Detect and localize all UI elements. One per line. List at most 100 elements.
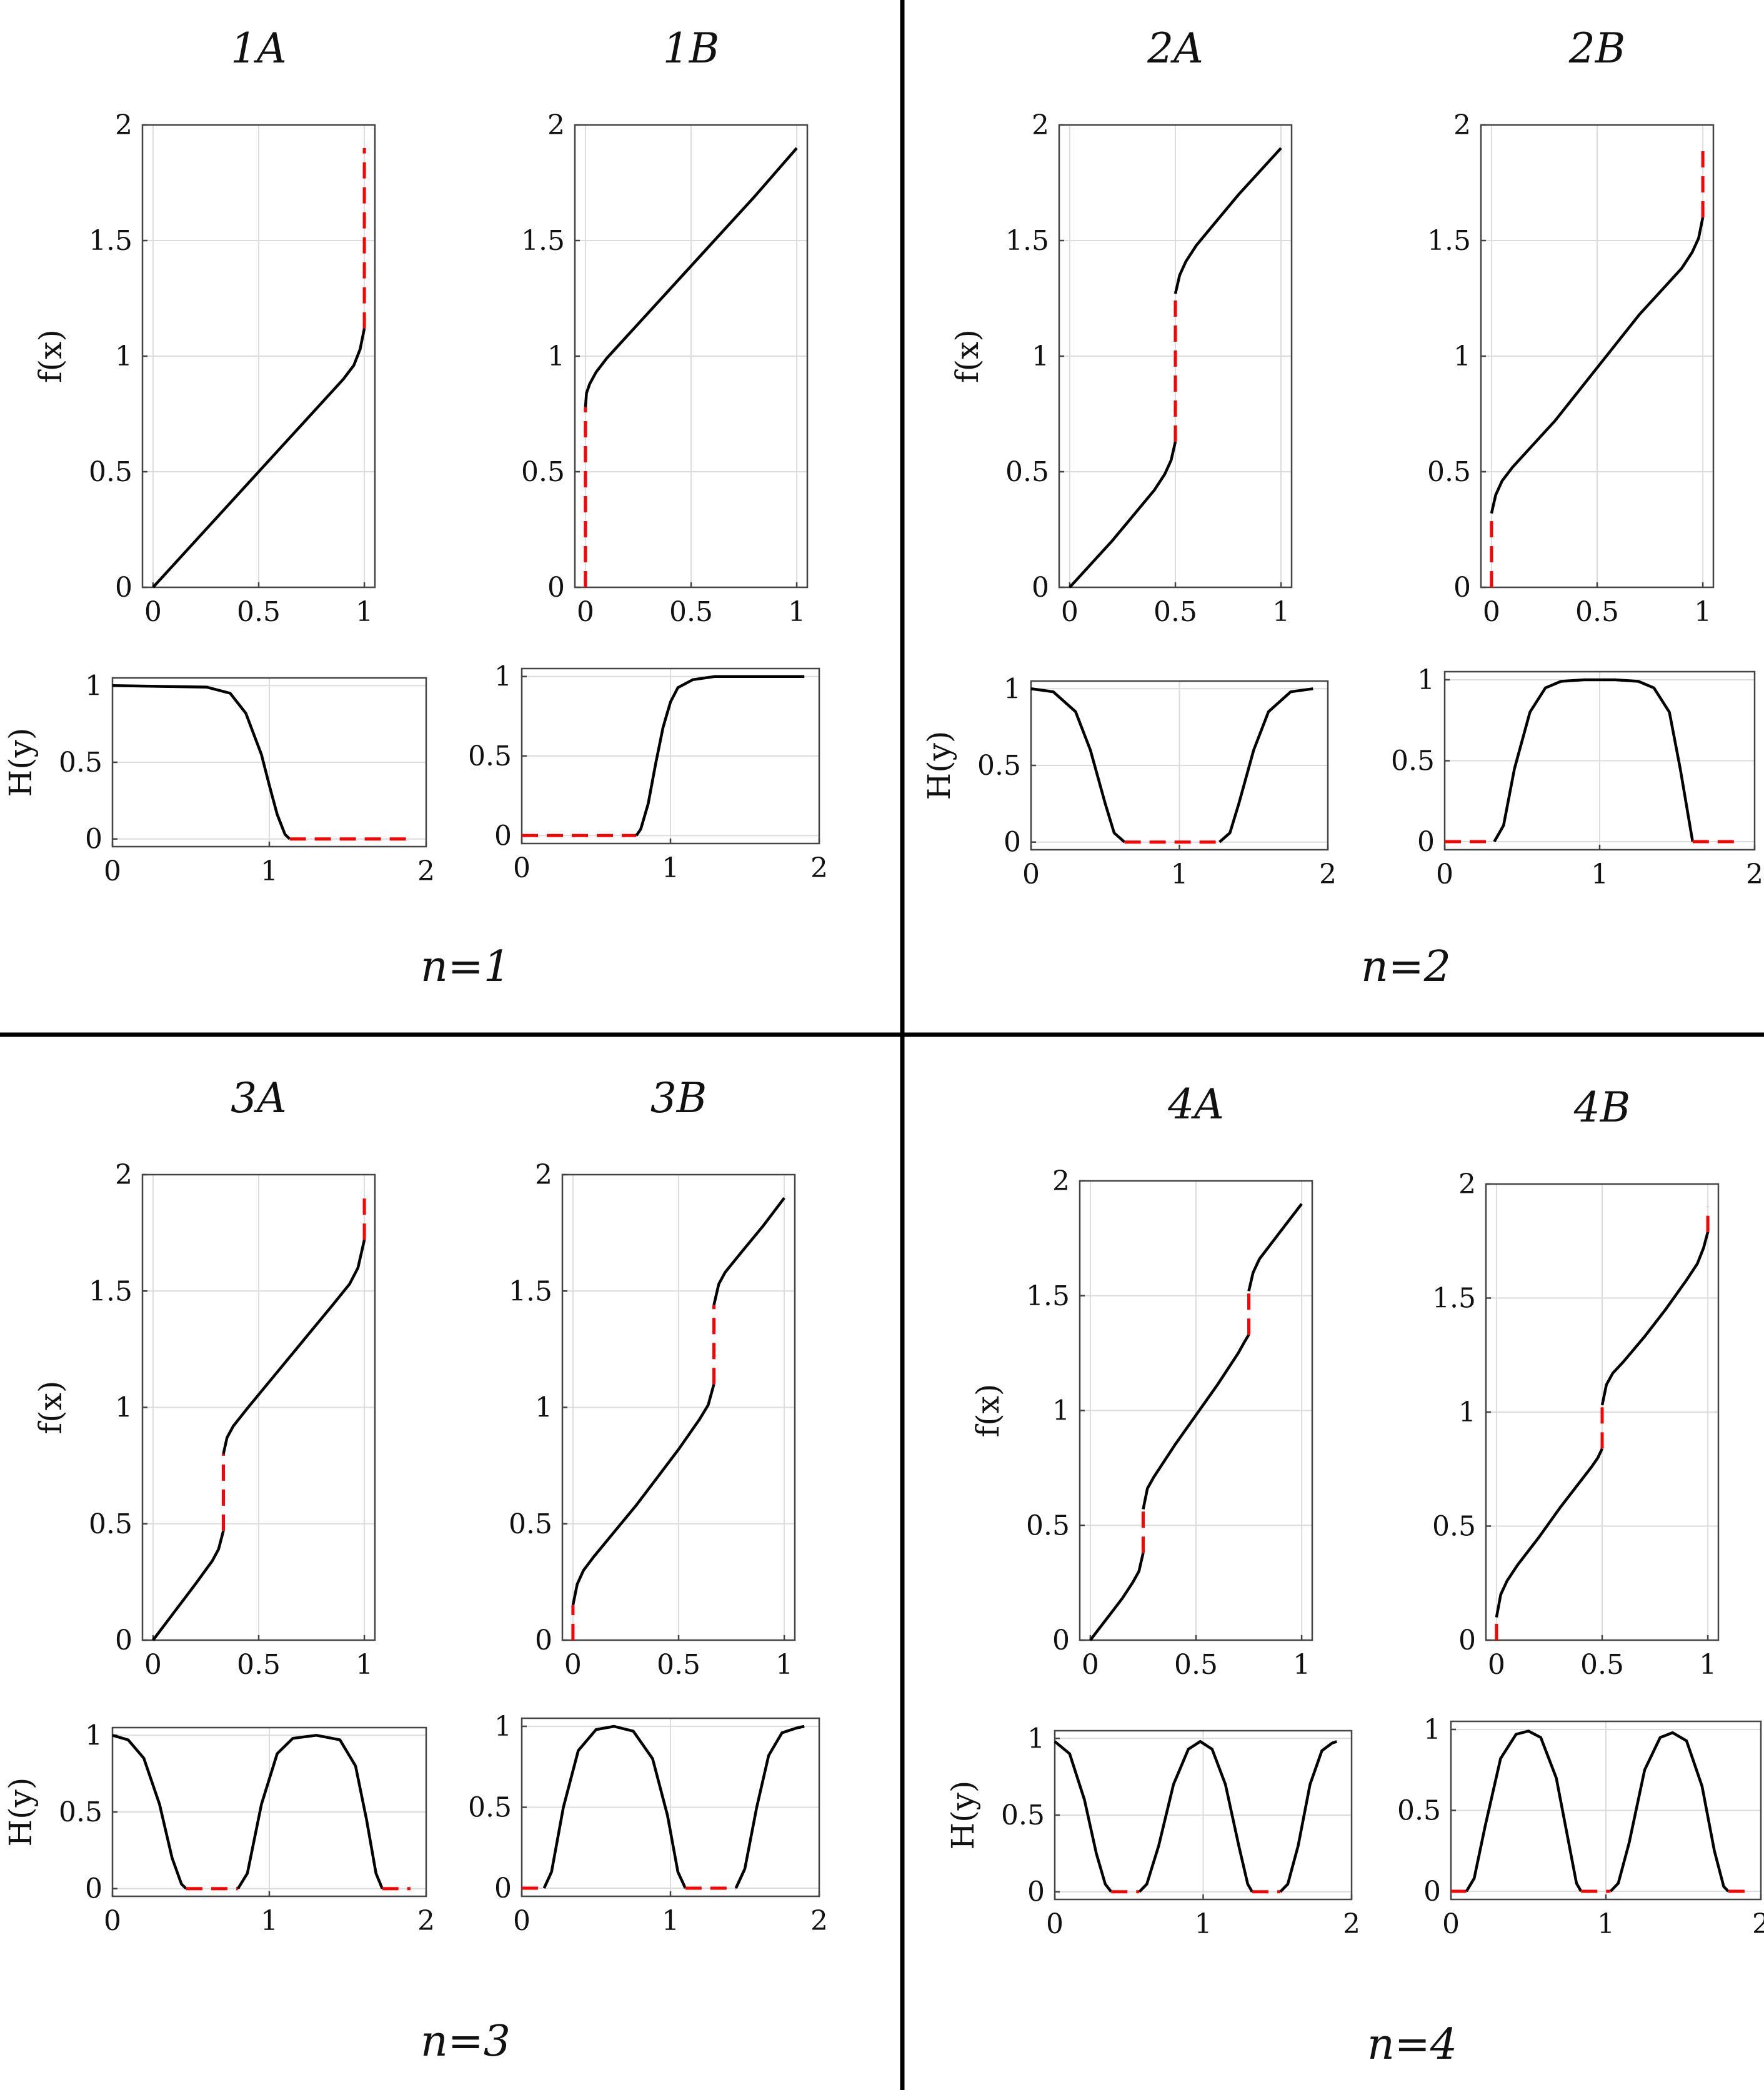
axes-box — [1058, 124, 1293, 589]
curve-segment — [152, 1530, 225, 1641]
y-tick-label: 0 — [115, 1625, 132, 1656]
x-tick-label: 0 — [513, 852, 531, 884]
y-tick-label: 0 — [1004, 827, 1021, 858]
y-tick-label: 1 — [85, 1719, 102, 1751]
subplot-3A: 0 1 2 0 0.5 1 H(y) — [2, 1719, 435, 1937]
y-tick-label: 1 — [494, 1711, 512, 1743]
y-tick-label: 1 — [1032, 341, 1049, 372]
y-tick-label: 0 — [1027, 1876, 1045, 1908]
x-tick-label: 2 — [810, 1905, 828, 1937]
x-tick-label: 2 — [1746, 858, 1763, 890]
y-tick-label: 0 — [1458, 1625, 1476, 1656]
axes-box — [1054, 1729, 1353, 1901]
subplot-1A: 0 0.5 1 0 0.5 1 1.5 2 1A f(x) — [32, 24, 376, 628]
y-tick-label: 1 — [547, 341, 565, 372]
quadrant-label: n=3 — [421, 2017, 511, 2066]
panel-title: 4B — [1573, 1083, 1631, 1132]
y-tick-label: 0.5 — [59, 747, 102, 779]
curve-segment — [1247, 1203, 1303, 1291]
y-tick-label: 0 — [1032, 572, 1049, 604]
x-tick-label: 1 — [775, 1649, 793, 1681]
x-tick-label: 0.5 — [669, 596, 713, 628]
y-tick-label: 0 — [1417, 826, 1435, 858]
y-tick-label: 1.5 — [1005, 225, 1049, 257]
y-tick-label: 0.5 — [468, 1792, 512, 1824]
y-axis-label: H(y) — [921, 731, 957, 800]
axes-box — [1443, 670, 1756, 851]
y-tick-label: 1 — [1027, 1723, 1045, 1754]
curve-segment — [542, 1724, 687, 1889]
x-tick-label: 0 — [104, 855, 121, 887]
y-tick-label: 0 — [1423, 1876, 1441, 1908]
curve-segment — [152, 328, 366, 589]
x-tick-label: 0 — [1082, 1649, 1099, 1681]
y-axis-label: f(x) — [32, 329, 69, 383]
x-tick-label: 0 — [1046, 1908, 1064, 1940]
subplot-2B: 0 0.5 1 0 0.5 1 1.5 2 2B — [1427, 24, 1715, 628]
panel-title: 3A — [231, 1074, 287, 1122]
curve-segment — [635, 675, 805, 837]
panel-title: 4A — [1167, 1080, 1224, 1128]
panel-title: 3B — [650, 1074, 707, 1122]
x-tick-label: 0 — [1061, 596, 1079, 628]
y-tick-label: 0.5 — [977, 750, 1021, 782]
y-tick-label: 1 — [535, 1392, 552, 1424]
axes-box — [141, 1173, 376, 1641]
curve-segment — [1069, 441, 1177, 589]
axes-box — [111, 1726, 427, 1898]
y-tick-label: 1 — [1453, 341, 1471, 372]
curve-segment — [1493, 678, 1695, 843]
curve-segment — [1030, 687, 1126, 843]
x-tick-label: 0.5 — [1174, 1649, 1218, 1681]
curve-segment — [1495, 1448, 1604, 1618]
x-tick-label: 2 — [1319, 858, 1337, 890]
y-axis-label: f(x) — [32, 1381, 69, 1435]
y-tick-label: 1 — [115, 1392, 132, 1424]
y-tick-label: 1.5 — [1427, 225, 1471, 257]
x-tick-label: 1 — [1293, 1649, 1310, 1681]
x-tick-label: 0 — [513, 1905, 531, 1937]
curve-segment — [734, 1724, 805, 1889]
x-tick-label: 0 — [144, 1649, 162, 1681]
subplot-3A: 0 0.5 1 0 0.5 1 1.5 2 3A f(x) — [32, 1074, 376, 1681]
x-tick-label: 1 — [1195, 1908, 1212, 1940]
y-axis-label: H(y) — [2, 728, 39, 797]
x-tick-label: 2 — [417, 855, 435, 887]
y-tick-label: 0 — [494, 820, 512, 852]
curve-segment — [1089, 1552, 1145, 1641]
y-tick-label: 0.5 — [1427, 456, 1471, 488]
x-tick-label: 0 — [1022, 858, 1040, 890]
plots-layer: 0 0.5 1 0 0.5 1 1.5 2 1A f(x) 0 1 2 0 0.5 1 H(y) 0 0.5 1 0 0.… — [2, 24, 1764, 1940]
y-tick-label: 2 — [1032, 109, 1049, 141]
y-tick-label: 0.5 — [1432, 1511, 1476, 1543]
y-tick-label: 2 — [535, 1159, 552, 1191]
axes-box — [1480, 124, 1715, 589]
x-tick-label: 1 — [1272, 596, 1290, 628]
x-tick-label: 1 — [261, 855, 278, 887]
axes-box — [141, 124, 376, 589]
y-tick-label: 0.5 — [509, 1508, 552, 1540]
axes-box — [521, 667, 820, 845]
y-axis-label: f(x) — [970, 1384, 1006, 1438]
x-tick-label: 0 — [1488, 1649, 1505, 1681]
y-tick-label: 1 — [1004, 673, 1021, 705]
quadrant-label: n=1 — [421, 942, 511, 992]
subplot-1A: 0 1 2 0 0.5 1 H(y) — [2, 670, 435, 887]
subplot-1B: 0 1 2 0 0.5 1 — [468, 661, 828, 884]
axes-box — [574, 124, 809, 589]
y-tick-label: 0.5 — [1005, 456, 1049, 488]
curve-segment — [1054, 1740, 1113, 1893]
y-tick-label: 1.5 — [509, 1275, 552, 1307]
curve-segment — [1600, 1232, 1710, 1406]
y-tick-label: 1.5 — [521, 225, 565, 257]
y-tick-label: 2 — [547, 109, 565, 141]
subplot-4B: 0 1 2 0 0.5 1 — [1397, 1714, 1764, 1940]
y-tick-label: 0 — [1052, 1625, 1070, 1656]
y-tick-label: 0.5 — [1397, 1795, 1441, 1827]
y-tick-label: 1.5 — [1432, 1283, 1476, 1315]
axes-box — [1485, 1183, 1720, 1641]
y-tick-label: 0.5 — [521, 456, 565, 488]
x-tick-label: 0.5 — [657, 1649, 700, 1681]
x-tick-label: 2 — [810, 852, 828, 884]
